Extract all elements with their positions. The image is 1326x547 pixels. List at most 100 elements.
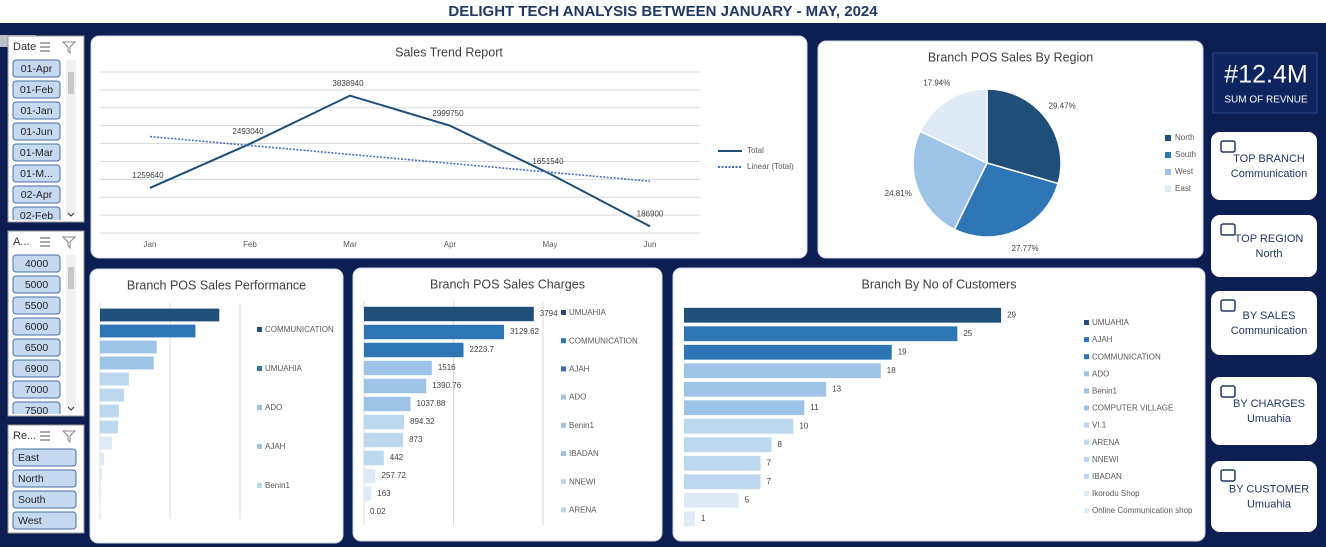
multi-select-icon [40,237,50,247]
slicer-item-label[interactable]: South [18,494,46,506]
slicer-item[interactable] [12,254,61,273]
slicer-item[interactable] [12,469,77,488]
scroll-thumb [68,267,74,289]
slicer-item-label[interactable]: 6900 [25,363,49,375]
legend-swatch [561,451,566,456]
bar [684,400,805,416]
legend-label: NNEWI [1092,455,1119,464]
legend-label: ADO [265,403,282,412]
slicer-item[interactable] [12,296,61,315]
bar [684,344,892,360]
legend-label: North [1175,133,1195,142]
data-label: 257.72 [382,471,407,480]
legend-label: COMMUNICATION [1092,352,1161,361]
bar [100,340,157,354]
card-value: Umuahia [1247,498,1292,510]
slicer-item-label[interactable]: East [18,452,39,464]
slicer-item-label[interactable]: 01-Mar [20,147,54,159]
scrollbar [66,255,76,410]
slicer-item-label[interactable]: North [18,473,44,485]
slicer-item[interactable] [12,511,77,530]
slicer-item[interactable] [12,359,61,378]
slicer-item-label[interactable]: 02-Apr [21,189,53,201]
slicer: Re... East North South West [7,424,85,534]
slicer-item[interactable] [12,401,61,419]
slicer-item-label[interactable]: 01-Apr [21,63,53,75]
slicer-item[interactable] [12,490,77,509]
slicer-item-label[interactable]: 5500 [25,300,49,312]
legend-swatch [1165,169,1171,175]
legend-label: ARENA [569,506,597,515]
slicer-header: A... [13,236,30,248]
data-label: 11 [810,403,819,412]
slicer-header: Date [13,41,36,53]
legend-label: AJAH [265,442,286,451]
data-label: 8 [777,440,782,449]
legend-label: South [1175,150,1196,159]
legend-swatch [1084,422,1089,428]
bar [100,484,101,498]
x-tick-label: Apr [444,240,457,249]
data-label: 3794 [540,309,558,318]
slicer-item[interactable] [12,317,61,336]
slicer-item[interactable] [12,143,61,162]
slicer-item-label[interactable]: 01-M... [20,168,53,180]
slicer-item-label[interactable]: 7500 [25,405,49,417]
legend-swatch [1165,186,1171,192]
slicer-item[interactable] [12,59,61,78]
card [1211,377,1317,445]
chart-title: Branch POS Sales Charges [430,277,585,291]
data-label: 442 [390,453,404,462]
slicer-item-label[interactable]: 01-Jan [20,105,52,117]
legend-label: West [1175,167,1194,176]
slicer-item-label[interactable]: 5000 [25,279,49,291]
pie-slice [912,130,989,231]
panel [89,268,344,544]
slicer-item[interactable] [12,338,61,357]
data-label: 29.47% [1049,102,1076,111]
slicer-item[interactable] [12,275,61,294]
slicer-item-label[interactable]: 7000 [25,384,49,396]
slicer-item[interactable] [12,448,77,467]
data-label: 17.94% [923,79,950,88]
card-icon [1220,385,1236,398]
chart-title: Branch POS Sales Performance [127,278,306,292]
bar [684,511,695,527]
legend-swatch [257,405,262,410]
slicer-item[interactable] [12,185,61,204]
slicer-item-label[interactable]: 6500 [25,342,49,354]
slicer-item[interactable] [12,122,61,141]
kpi-box [1212,52,1318,114]
pie-slice [919,88,988,165]
scrollbar [66,60,76,216]
slicer-item-label[interactable]: 02-Feb [20,210,53,222]
bar [684,455,761,471]
multi-select-icon [40,431,50,441]
slicer-item-label[interactable]: 01-Jun [20,126,52,138]
legend-swatch [1084,320,1089,325]
legend-swatch [1084,405,1089,411]
card-icon [1220,140,1236,153]
chart-title: Branch POS Sales By Region [928,50,1093,64]
slicer-item[interactable] [12,80,61,99]
legend-label: VI.1 [1092,421,1107,430]
slicer-item-label[interactable]: 01-Feb [20,84,53,96]
slicer-item-label[interactable]: 4000 [25,258,49,270]
data-label: 7 [767,477,772,486]
bar [364,324,505,340]
slicer-item[interactable] [12,380,61,399]
slicer-item[interactable] [12,101,61,120]
legend-label: NNEWI [569,477,596,486]
card [1211,215,1317,277]
legend-label: COMMUNICATION [569,336,638,345]
slicer: Date 01-Apr 01-Feb 01-Jan 01-Jun 01-Mar 01-M..… [7,35,85,224]
chart-title: Sales Trend Report [395,45,503,59]
card [1211,461,1317,532]
slicer-item-label[interactable]: West [18,515,42,527]
slicer-item[interactable] [12,164,61,183]
slicer-item[interactable] [12,206,61,224]
legend-swatch [561,310,566,315]
slicer-item-label[interactable]: 6000 [25,321,49,333]
legend-swatch [1084,508,1089,514]
